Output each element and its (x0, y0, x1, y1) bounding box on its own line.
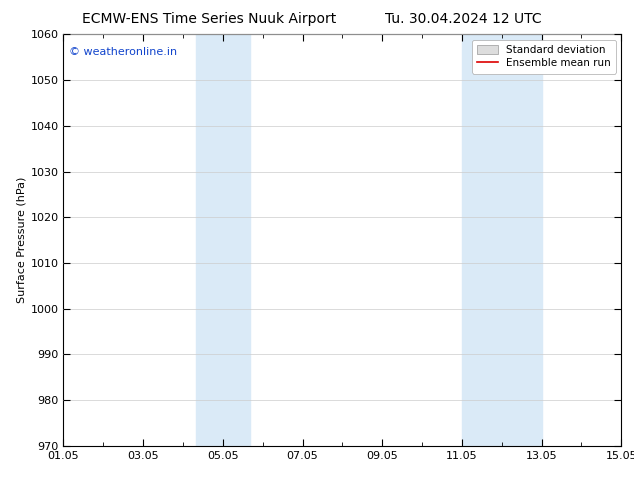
Text: © weatheronline.in: © weatheronline.in (69, 47, 177, 57)
Legend: Standard deviation, Ensemble mean run: Standard deviation, Ensemble mean run (472, 40, 616, 74)
Text: ECMW-ENS Time Series Nuuk Airport: ECMW-ENS Time Series Nuuk Airport (82, 12, 337, 26)
Y-axis label: Surface Pressure (hPa): Surface Pressure (hPa) (16, 177, 26, 303)
Text: Tu. 30.04.2024 12 UTC: Tu. 30.04.2024 12 UTC (384, 12, 541, 26)
Bar (462, 34, 541, 446)
Bar (196, 34, 250, 446)
